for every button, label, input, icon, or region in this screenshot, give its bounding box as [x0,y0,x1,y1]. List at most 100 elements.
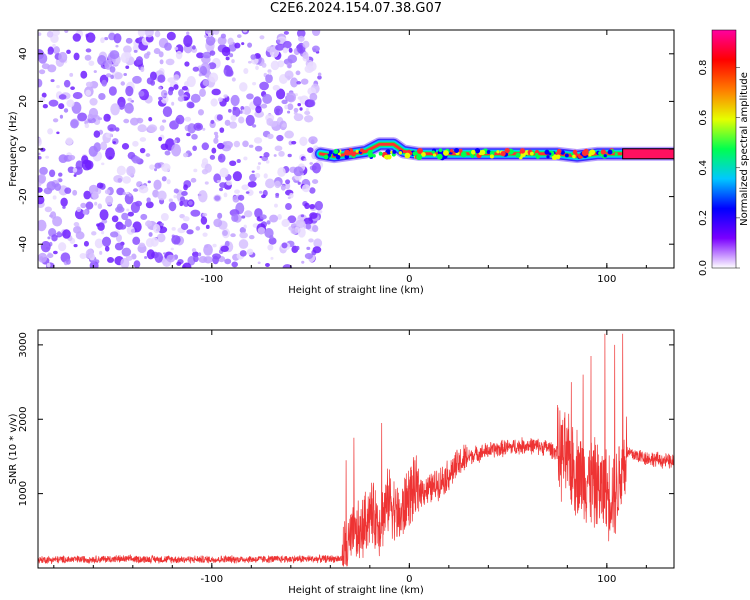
noise-speckle [259,81,269,91]
noise-speckle [125,191,130,195]
noise-speckle [88,145,98,157]
noise-speckle [133,260,141,268]
noise-speckle [234,189,240,194]
noise-speckle [217,153,226,163]
spectrogram-y-tick-label: -40 [18,236,29,252]
noise-speckle [211,147,217,154]
noise-speckle [287,215,297,224]
noise-speckle [52,195,57,200]
noise-speckle [314,200,323,211]
noise-speckle [152,189,159,198]
noise-speckle [125,255,133,261]
noise-speckle [202,212,208,217]
noise-speckle [40,241,51,253]
signal-track-dot [367,152,374,158]
noise-speckle [302,51,309,59]
signal-track-dot [416,147,423,154]
noise-speckle [85,32,96,43]
noise-speckle [304,110,311,116]
noise-speckle [311,224,319,233]
noise-speckle [192,66,200,72]
noise-speckle [293,166,304,177]
noise-speckle [101,162,105,166]
noise-speckle [73,174,77,177]
noise-speckle [158,86,162,90]
noise-speckle [272,84,280,91]
noise-speckle [259,35,265,40]
noise-speckle [229,121,238,129]
noise-speckle [297,102,302,107]
noise-speckle [299,136,308,147]
noise-speckle [203,256,213,264]
noise-speckle [107,124,117,132]
noise-speckle [198,252,202,257]
spectrogram-panel: -100 0 100 -40 -20 0 20 40 Height of straight l… [8,29,675,296]
noise-speckle [253,96,262,107]
noise-speckle [232,171,242,182]
noise-speckle [110,74,114,80]
noise-speckle [276,134,284,142]
noise-speckle [89,97,98,106]
noise-speckle [269,214,279,223]
noise-speckle [82,209,88,215]
noise-speckle [121,247,132,257]
colorbar-tick-label: 0.0 [698,260,709,276]
noise-speckle [117,177,123,183]
noise-speckle [85,81,93,88]
signal-track-dot [500,151,506,157]
noise-speckle [242,30,248,33]
noise-speckle [193,122,203,131]
noise-speckle [193,168,198,173]
spectrogram-signal-track [313,137,674,164]
noise-speckle [73,243,78,248]
spectrogram-ticks: -100 0 100 -40 -20 0 20 40 [18,30,674,285]
noise-speckle [85,48,92,53]
noise-speckle [275,44,285,51]
noise-speckle [223,141,227,146]
noise-speckle [300,214,305,218]
noise-speckle [241,42,245,46]
noise-speckle [40,147,46,152]
noise-speckle [186,229,194,235]
noise-speckle [41,92,47,98]
noise-speckle [283,30,289,35]
noise-speckle [286,91,297,103]
noise-speckle [58,172,63,177]
noise-speckle [38,69,46,75]
signal-track-dot [392,149,397,154]
noise-speckle [132,44,140,52]
signal-track-dot [431,150,436,154]
noise-speckle [281,242,288,249]
noise-speckle [282,47,288,54]
noise-speckle [301,260,305,264]
signal-track-dot [556,149,562,154]
noise-speckle [114,72,123,80]
noise-speckle [59,114,64,119]
spectrogram-x-tick-label: 0 [406,274,412,285]
noise-speckle [52,30,60,37]
noise-speckle [179,200,184,207]
noise-speckle [97,203,103,210]
noise-speckle [146,249,155,260]
noise-speckle [265,178,275,189]
noise-speckle [301,184,311,193]
noise-speckle [75,231,85,240]
noise-speckle [98,92,106,101]
signal-track-dot [529,151,534,156]
noise-speckle [38,173,47,184]
spectrogram-y-tick-label: 40 [18,47,29,60]
noise-speckle [139,147,146,154]
noise-speckle [47,51,53,55]
noise-speckle [135,56,143,65]
signal-track-dot [333,148,339,154]
noise-speckle [105,132,113,138]
noise-speckle [88,60,95,66]
noise-speckle [145,220,153,227]
colorbar-tick-label: 0.8 [698,60,709,76]
noise-speckle [237,194,245,201]
noise-speckle [307,99,316,107]
noise-speckle [225,69,234,77]
noise-speckle [228,108,232,113]
noise-speckle [276,88,286,100]
noise-speckle [299,107,303,111]
